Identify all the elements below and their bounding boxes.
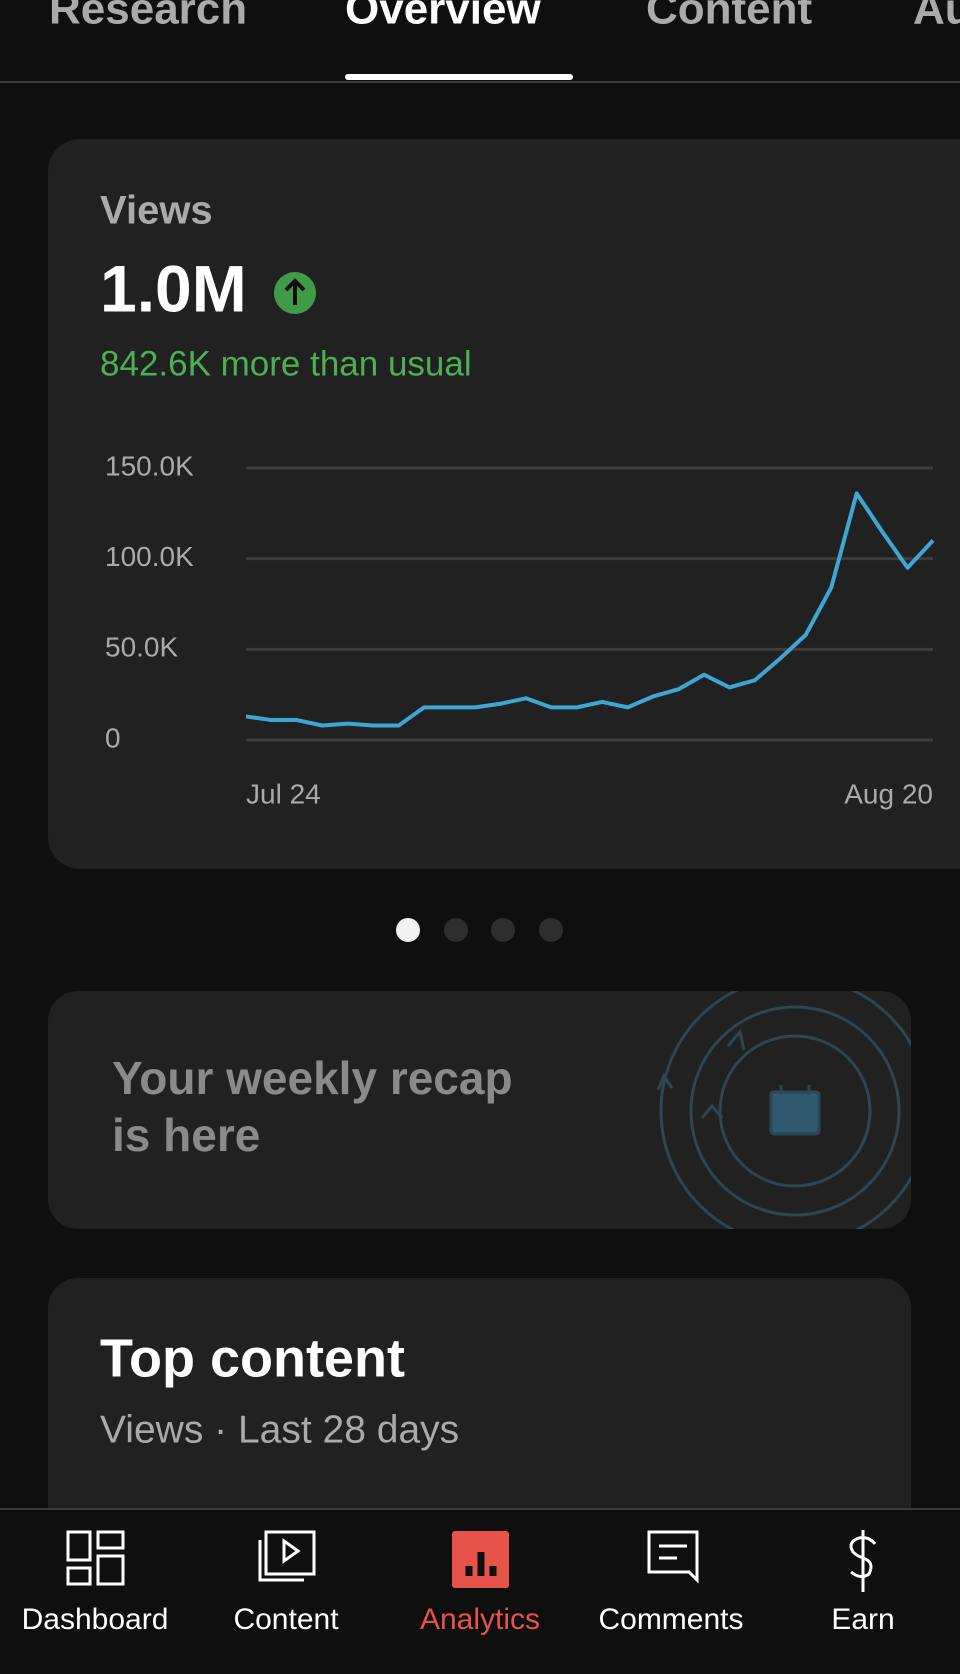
tab[interactable]: Content (646, 0, 813, 34)
tab[interactable]: Research (49, 0, 247, 34)
x-tick-label: Jul 24 (246, 778, 321, 809)
views-card[interactable] (48, 139, 960, 869)
recap-art (656, 991, 911, 1229)
y-tick-label: 100.0K (105, 541, 194, 572)
nav-label-active[interactable]: Analytics (420, 1603, 540, 1636)
tab-active[interactable]: Overview (345, 0, 541, 34)
recap-title: Your weekly recap (112, 1052, 513, 1104)
recap-card[interactable] (48, 991, 911, 1229)
nav-label[interactable]: Comments (598, 1603, 743, 1636)
tab[interactable]: Audience (913, 0, 960, 34)
card-label: Views (100, 189, 213, 233)
recap-title: is here (112, 1109, 260, 1161)
nav-label[interactable]: Content (233, 1603, 339, 1636)
pager-dot[interactable] (444, 918, 468, 942)
delta: 842.6K more than usual (100, 344, 472, 383)
y-tick-label: 0 (105, 722, 121, 753)
pager-dot[interactable] (539, 918, 563, 942)
line-series (245, 491, 935, 728)
section-title: Top content (100, 1328, 405, 1388)
nav-icons (66, 1530, 877, 1592)
nav-label[interactable]: Dashboard (22, 1603, 169, 1636)
analytics-bars (465, 1552, 497, 1576)
up-arrow (284, 278, 306, 305)
x-tick-label: Aug 20 (844, 778, 933, 809)
total: 1.0M (100, 251, 247, 325)
chart: 0 50.0K 100.0K 150.0K Jul 24 Aug 20 (105, 450, 935, 809)
tab-indicator (345, 74, 573, 80)
pager-dot[interactable] (491, 918, 515, 942)
nav-label[interactable]: Earn (831, 1603, 894, 1636)
pager-dot[interactable] (396, 918, 420, 942)
y-tick-label: 150.0K (105, 450, 194, 481)
section-subtitle: Views · Last 28 days (100, 1408, 459, 1451)
y-tick-label: 50.0K (105, 632, 178, 663)
